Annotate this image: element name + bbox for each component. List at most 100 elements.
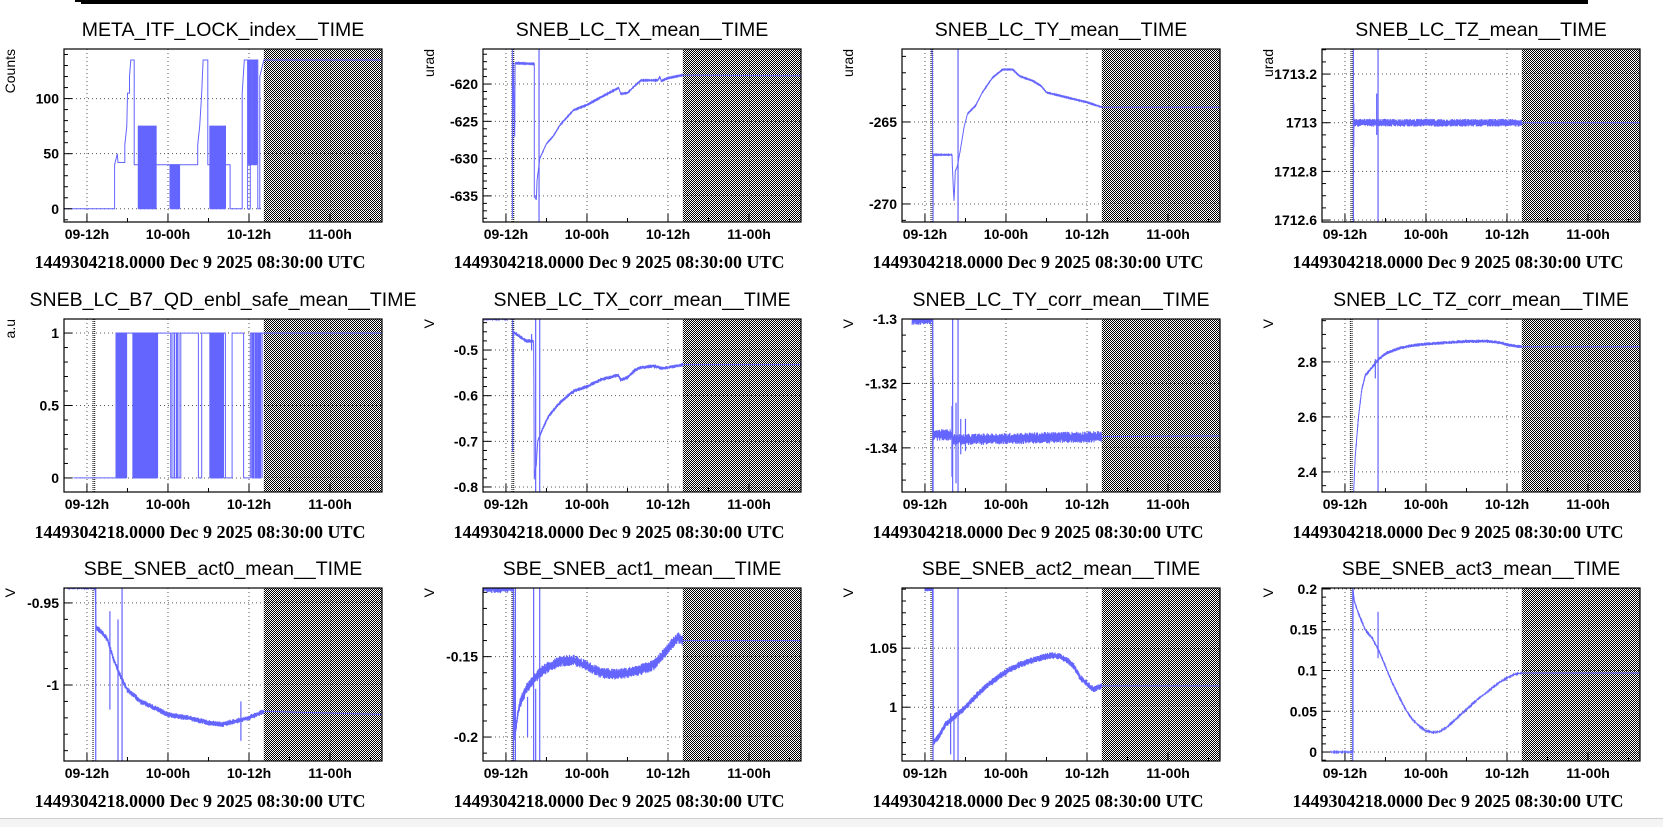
y-tick-label: -1.32 [865,375,897,391]
plot-content [902,319,1220,492]
x-tick-label: 10-00h [1404,765,1448,781]
y-tick-label: -1 [47,677,60,693]
y-tick-label: -620 [450,76,478,92]
x-tick-label: 10-12h [1065,226,1109,242]
y-tick-label: 2.8 [1298,354,1318,370]
chart-title: SNEB_LC_TZ_mean__TIME [1355,19,1606,41]
timestamp-footer: 1449304218.0000 Dec 9 2025 08:30:00 UTC [35,522,366,542]
x-tick-label: 11-00h [308,496,352,512]
plot-frame [901,318,1221,493]
x-tick-label: 10-00h [146,765,190,781]
x-tick-label: 10-12h [1485,765,1529,781]
data-series-line [483,49,801,219]
x-tick-label: 10-00h [984,496,1028,512]
x-tick-label: 11-00h [727,765,771,781]
x-tick-label: 09-12h [484,765,528,781]
data-series-oscillation [171,332,180,479]
data-series-line [1353,339,1640,492]
x-tick-label: 10-00h [565,226,609,242]
chart-svg: SNEB_LC_TZ_corr_mean__TIME V 2.4 2.6 2.8 09-1… [1260,289,1641,542]
y-axis-label: V [1260,587,1276,597]
no-data-hatch [682,319,801,492]
window-edge [75,0,81,2]
y-tick-label: 0.15 [1290,622,1317,638]
y-axis-label: urad [1260,49,1276,77]
timestamp-footer: 1449304218.0000 Dec 9 2025 08:30:00 UTC [873,252,1204,272]
no-data-hatch [1101,319,1220,492]
chart-title: SBE_SNEB_act3_mean__TIME [1342,558,1621,580]
x-tick-label: 10-00h [1404,226,1448,242]
y-tick-label: 50 [43,146,59,162]
y-axis-label: V [421,318,437,328]
plot-frame [1321,48,1641,223]
chart-panel: SBE_SNEB_act1_mean__TIME V -0.2 -0.15 09-12h… [419,539,838,814]
data-series-line [911,319,1220,446]
chart-panel: SNEB_LC_TY_corr_mean__TIME V -1.34 -1.32 -1.… [838,270,1257,545]
x-tick-label: 10-12h [646,226,690,242]
timestamp-footer: 1449304218.0000 Dec 9 2025 08:30:00 UTC [873,522,1204,542]
y-tick-label: -0.8 [454,479,478,495]
x-tick-label: 11-00h [727,226,771,242]
y-axis-label: urad [421,49,437,77]
data-series-oscillation [137,125,157,210]
data-series-line [924,588,1220,746]
plot-content [64,49,382,222]
x-tick-label: 09-12h [1323,496,1367,512]
timestamp-footer: 1449304218.0000 Dec 9 2025 08:30:00 UTC [454,522,785,542]
data-series-line [64,588,382,728]
plot-content [1322,49,1640,222]
x-tick-label: 10-12h [227,765,271,781]
chart-panel: META_ITF_LOCK_index__TIME Counts 0 50 100 09-… [0,0,419,275]
chart-panel: SNEB_LC_TY_mean__TIME urad -270 -265 09-12h 1… [838,0,1257,275]
y-tick-label: 0 [1309,744,1317,760]
timestamp-footer: 1449304218.0000 Dec 9 2025 08:30:00 UTC [1293,791,1624,811]
chart-panel: SBE_SNEB_act0_mean__TIME V -1 -0.95 09-12h 10… [0,539,419,814]
y-tick-label: 2.6 [1298,409,1318,425]
plot-content [1322,588,1640,761]
plot-frame [901,48,1221,223]
x-tick-label: 11-00h [308,765,352,781]
timestamp-footer: 1449304218.0000 Dec 9 2025 08:30:00 UTC [1293,252,1624,272]
chart-svg: SBE_SNEB_act2_mean__TIME V 1 1.05 09-12h 10-0… [840,558,1221,811]
plot-frame [482,48,802,223]
no-data-hatch [1521,588,1640,761]
chart-svg: META_ITF_LOCK_index__TIME Counts 0 50 100 09-… [2,19,383,272]
no-data-hatch [682,588,801,761]
y-tick-label: 1.05 [870,640,897,656]
x-tick-label: 10-12h [227,496,271,512]
no-data-hatch [1101,588,1220,761]
data-series-oscillation [251,332,263,479]
y-tick-label: 0 [51,470,59,486]
x-tick-label: 11-00h [1566,765,1610,781]
y-tick-label: 1713.2 [1274,66,1317,82]
x-tick-label: 10-12h [646,496,690,512]
chart-title: SNEB_LC_TX_corr_mean__TIME [494,289,791,311]
data-series-line [1352,118,1640,127]
data-series-oscillation [247,59,258,166]
plot-content [483,319,801,492]
data-series-line [483,319,801,480]
y-axis-label: V [840,587,856,597]
chart-title: SBE_SNEB_act1_mean__TIME [503,558,782,580]
x-tick-label: 10-00h [565,496,609,512]
data-series-oscillation [115,332,128,479]
timestamp-footer: 1449304218.0000 Dec 9 2025 08:30:00 UTC [1293,522,1624,542]
chart-svg: SNEB_LC_TY_corr_mean__TIME V -1.34 -1.32 -1.… [840,289,1221,542]
x-tick-label: 11-00h [727,496,771,512]
chart-title: SNEB_LC_TY_corr_mean__TIME [913,289,1210,311]
y-tick-label: -270 [869,196,897,212]
data-series-oscillation [209,125,226,210]
data-series-oscillation [209,332,225,479]
plot-frame [482,318,802,493]
y-tick-label: 1 [889,699,897,715]
plot-content [483,49,801,222]
plot-content [483,588,801,761]
chart-title: SNEB_LC_TZ_corr_mean__TIME [1333,289,1629,311]
x-tick-label: 11-00h [1146,496,1190,512]
chart-title: SNEB_LC_TY_mean__TIME [935,19,1188,41]
no-data-hatch [1101,49,1220,222]
x-tick-label: 09-12h [1323,226,1367,242]
y-tick-label: -0.2 [454,729,478,745]
